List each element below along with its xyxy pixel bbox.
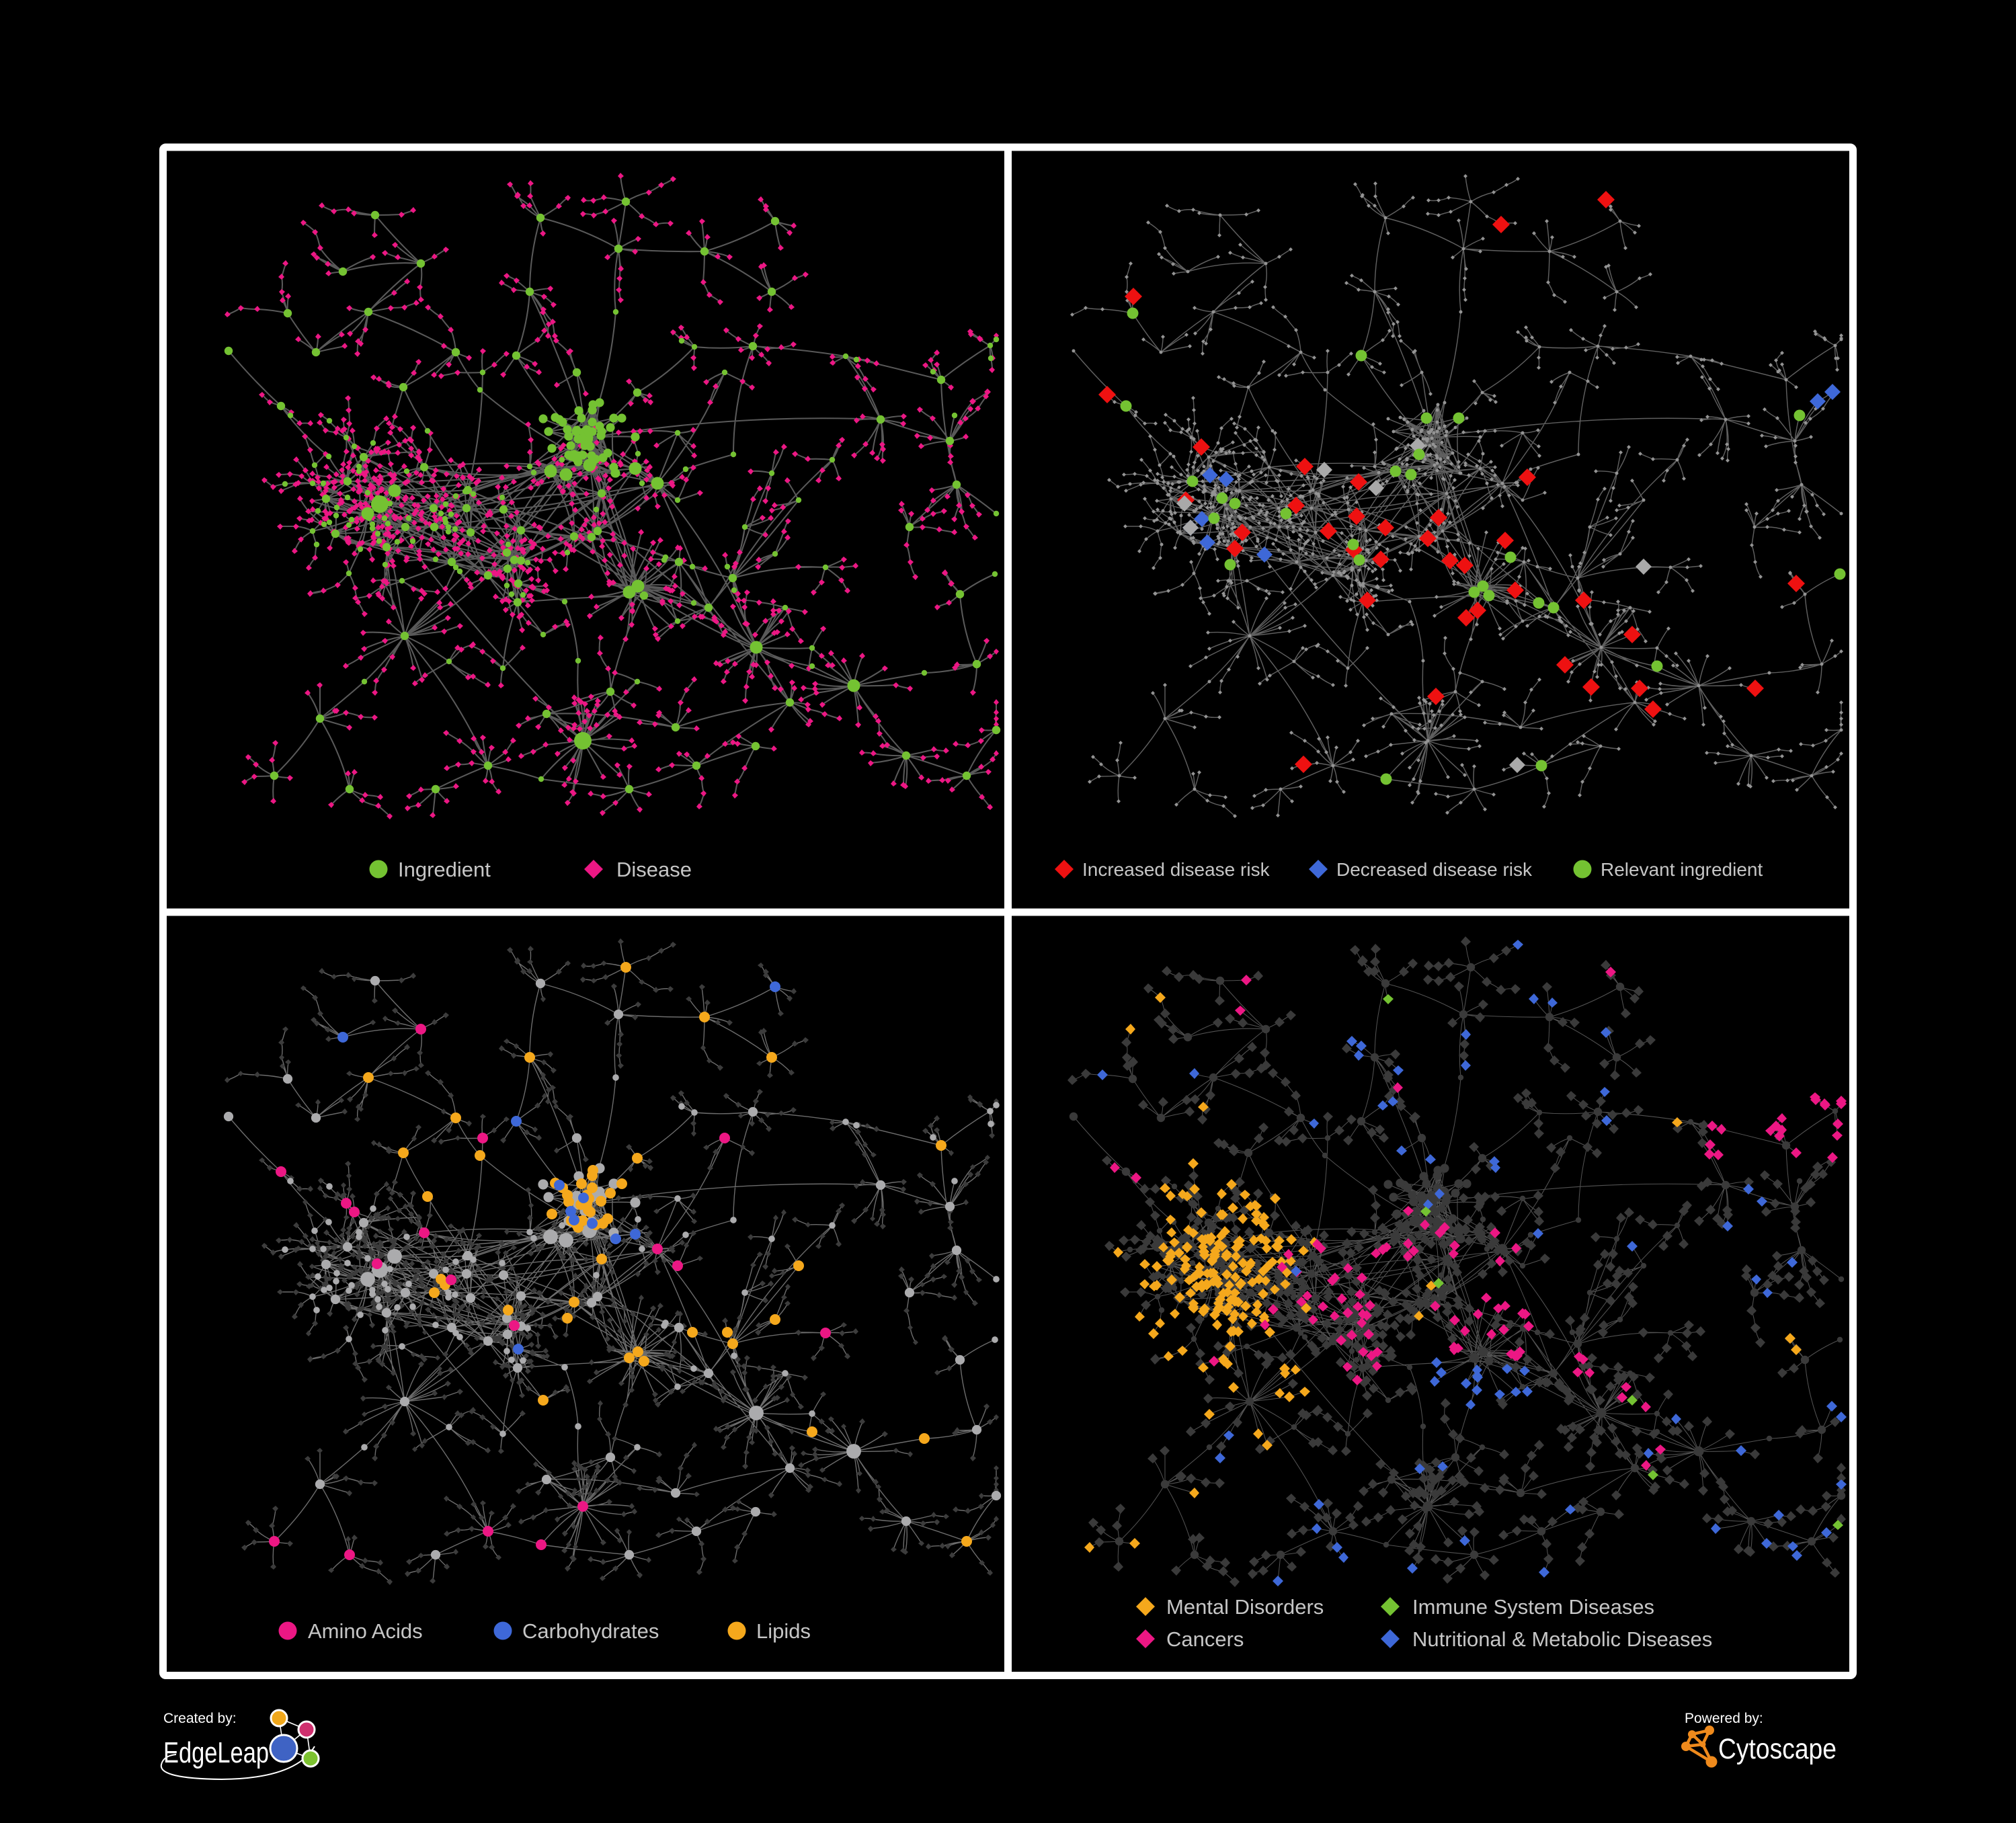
svg-text:Relevant ingredient: Relevant ingredient <box>1601 859 1763 880</box>
svg-text:Immune System Diseases: Immune System Diseases <box>1412 1595 1654 1619</box>
svg-text:Ingredient: Ingredient <box>398 858 491 881</box>
svg-text:Decreased disease risk: Decreased disease risk <box>1336 859 1533 880</box>
svg-text:Disease: Disease <box>616 858 692 881</box>
svg-text:Cancers: Cancers <box>1166 1627 1244 1651</box>
svg-text:Cytoscape: Cytoscape <box>1718 1733 1837 1765</box>
svg-text:Carbohydrates: Carbohydrates <box>522 1619 659 1643</box>
svg-text:Nutritional & Metabolic Diseas: Nutritional & Metabolic Diseases <box>1412 1627 1712 1651</box>
svg-text:Amino Acids: Amino Acids <box>308 1619 423 1643</box>
svg-text:Lipids: Lipids <box>756 1619 811 1643</box>
svg-text:Created by:: Created by: <box>163 1711 237 1726</box>
svg-text:Increased disease risk: Increased disease risk <box>1082 859 1271 880</box>
svg-text:Mental Disorders: Mental Disorders <box>1166 1595 1324 1619</box>
svg-text:EdgeLeap: EdgeLeap <box>163 1736 269 1769</box>
svg-text:Powered by:: Powered by: <box>1685 1711 1763 1726</box>
